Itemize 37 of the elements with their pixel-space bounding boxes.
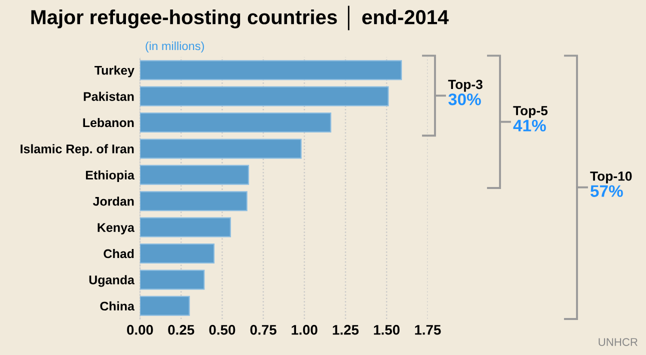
x-tick-label: 1.50 — [374, 324, 400, 335]
bar — [140, 296, 190, 316]
y-tick-label: Jordan — [92, 196, 134, 206]
text: 57% — [590, 185, 623, 197]
x-tick-label: 1.00 — [292, 324, 318, 335]
bar — [140, 244, 215, 264]
x-tick-label: 0.50 — [209, 324, 236, 335]
text: 30% — [448, 93, 481, 106]
text: UNHCR — [598, 338, 638, 346]
bar — [140, 112, 332, 132]
chart-title: Major refugee-hosting countries │ end-2014 — [31, 6, 449, 30]
y-tick-label: Ethiopia — [86, 170, 135, 182]
x-tick-label: 0.25 — [168, 324, 194, 335]
y-tick-label: Chad — [104, 248, 134, 258]
y-tick-label: Turkey — [94, 66, 134, 78]
text: Top-3 — [448, 80, 482, 92]
text: 41% — [513, 120, 546, 132]
y-tick-label: Lebanon — [83, 118, 134, 128]
x-tick-label: 1.75 — [415, 325, 441, 335]
x-tick-label: 0.75 — [250, 324, 276, 335]
text: Top-5 — [513, 106, 548, 118]
bar — [140, 138, 302, 159]
y-tick-label: Uganda — [89, 275, 135, 287]
bar — [140, 191, 248, 212]
y-tick-label: China — [100, 301, 135, 311]
y-tick-label: Kenya — [98, 223, 135, 234]
bar — [140, 60, 402, 80]
x-tick-label: 0.00 — [127, 324, 153, 335]
bar — [140, 270, 205, 290]
y-tick-label: Islamic Rep. of Iran — [20, 144, 134, 156]
bar — [140, 164, 250, 185]
x-tick-label: 1.25 — [332, 324, 359, 335]
bar — [140, 217, 231, 238]
text: Top-10 — [590, 171, 632, 184]
y-tick-label: Pakistan — [84, 92, 134, 101]
chart-subtitle: (in millions) — [146, 42, 204, 52]
bar — [140, 86, 389, 106]
